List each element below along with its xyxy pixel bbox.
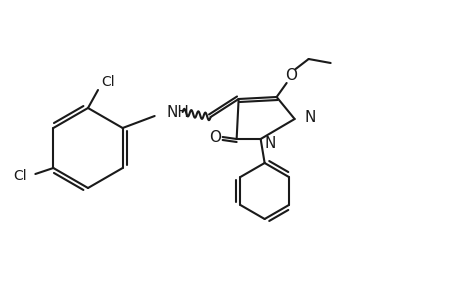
Text: N: N xyxy=(304,110,315,124)
Text: O: O xyxy=(284,68,296,82)
Text: NH: NH xyxy=(166,104,189,119)
Text: O: O xyxy=(208,130,220,145)
Text: N: N xyxy=(264,136,275,151)
Text: Cl: Cl xyxy=(101,75,114,89)
Text: Cl: Cl xyxy=(14,169,27,183)
